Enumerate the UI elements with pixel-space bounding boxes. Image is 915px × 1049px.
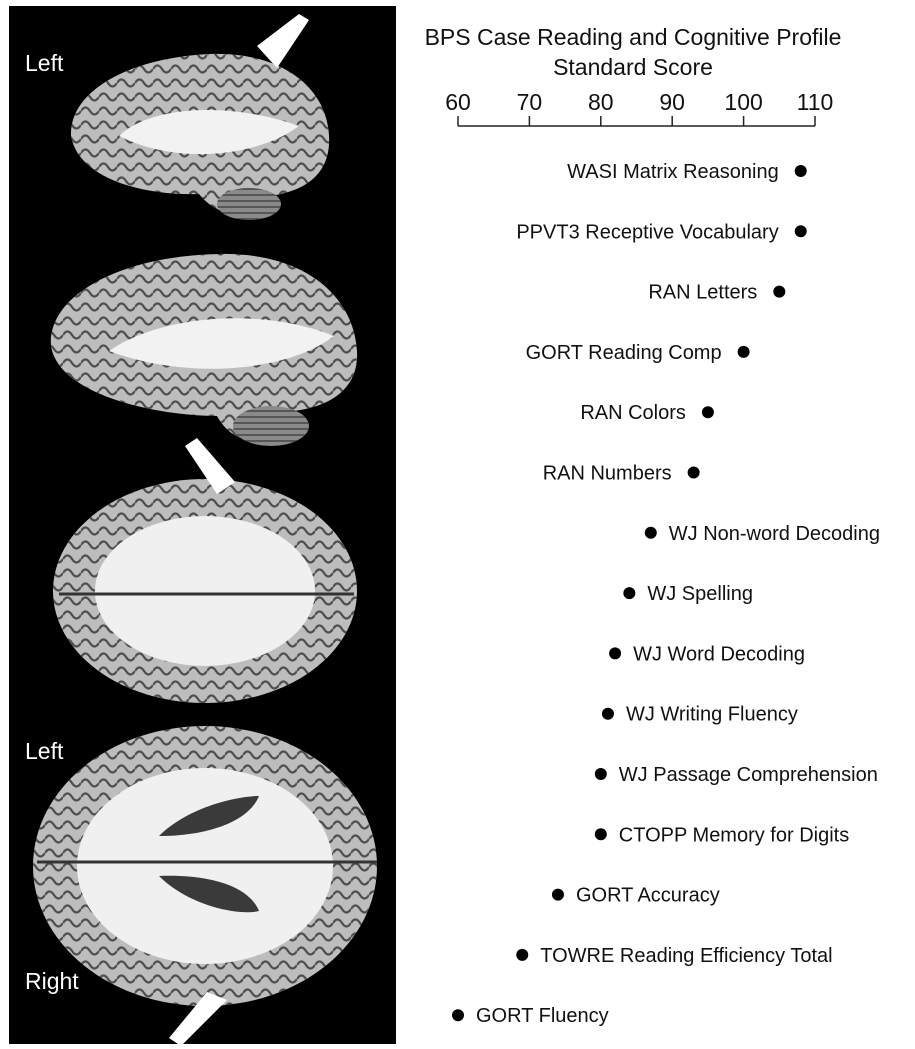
- x-tick-label: 110: [797, 89, 834, 115]
- data-point-label: WJ Non-word Decoding: [669, 523, 880, 545]
- sagittal-brain-2: [50, 253, 358, 446]
- arrow-middle-icon: [185, 438, 235, 494]
- data-point-label: WJ Word Decoding: [633, 643, 805, 665]
- x-tick-label: 80: [588, 89, 614, 115]
- data-point-label: PPVT3 Receptive Vocabulary: [516, 221, 778, 243]
- data-point: [609, 647, 622, 660]
- x-axis-label: Standard Score: [553, 54, 713, 80]
- data-point-label: RAN Colors: [580, 402, 686, 424]
- label-right-lower: Right: [25, 968, 79, 994]
- x-tick-label: 100: [724, 89, 762, 115]
- data-point: [687, 466, 700, 479]
- mri-image-panel: Left Left Right: [9, 6, 396, 1044]
- data-point-label: GORT Accuracy: [576, 885, 720, 907]
- data-point: [452, 1009, 464, 1022]
- data-point-label: WJ Spelling: [647, 583, 753, 605]
- sagittal-brain-1: [70, 53, 330, 220]
- data-point-label: GORT Reading Comp: [526, 342, 722, 364]
- data-point: [794, 165, 807, 177]
- data-point-label: CTOPP Memory for Digits: [619, 824, 849, 846]
- brain-scans: [33, 14, 377, 1044]
- data-point: [594, 768, 607, 780]
- data-point-label: WJ Writing Fluency: [626, 704, 798, 726]
- data-point: [516, 948, 529, 961]
- data-point: [737, 345, 750, 358]
- data-point-label: TOWRE Reading Efficiency Total: [540, 945, 832, 967]
- data-point: [701, 406, 714, 419]
- data-point: [551, 888, 564, 901]
- data-point: [794, 225, 807, 238]
- axial-brain-1: [53, 479, 357, 703]
- data-points: WASI Matrix Reasoning PPVT3 Receptive Voc…: [452, 161, 880, 1027]
- label-left-top: Left: [25, 50, 64, 76]
- label-left-lower: Left: [25, 738, 64, 764]
- x-tick-label: 70: [517, 89, 543, 115]
- data-point: [773, 285, 786, 298]
- arrow-top-icon: [257, 14, 309, 68]
- data-point: [623, 587, 636, 600]
- x-tick-label: 90: [659, 89, 685, 115]
- x-tick-label: 60: [445, 89, 471, 115]
- data-point-label: GORT Fluency: [476, 1005, 609, 1027]
- data-point: [601, 707, 614, 720]
- arrow-bottom-icon: [169, 992, 227, 1044]
- data-point-label: WJ Passage Comprehension: [619, 764, 878, 786]
- data-point: [644, 526, 657, 539]
- axial-brain-2: [33, 726, 377, 1006]
- data-point: [594, 828, 607, 841]
- data-point-label: RAN Letters: [648, 282, 757, 304]
- chart-title: BPS Case Reading and Cognitive Profile: [425, 24, 842, 50]
- x-axis: 60 70 80 90 100 110: [445, 89, 834, 127]
- data-point-label: RAN Numbers: [543, 463, 672, 485]
- data-point-label: WASI Matrix Reasoning: [567, 161, 779, 183]
